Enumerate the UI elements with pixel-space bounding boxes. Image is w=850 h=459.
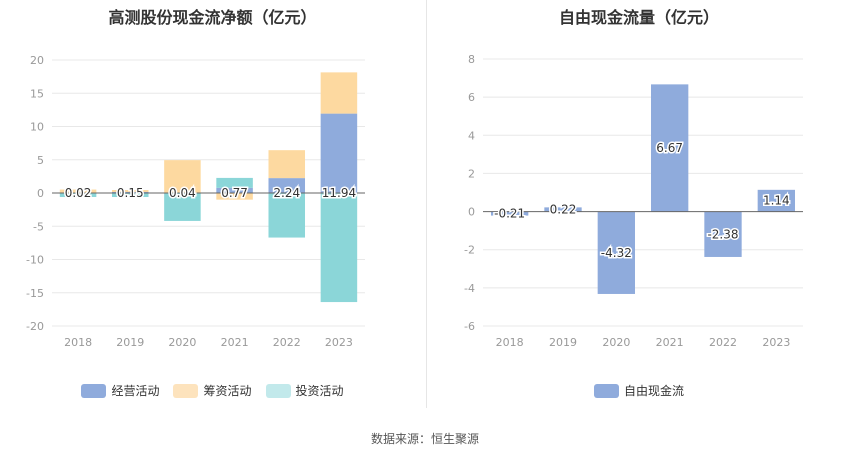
x-tick-label: 2021: [656, 336, 684, 349]
bar-筹资活动-2020: [164, 160, 201, 193]
free-cash-flow-chart-panel: 自由现金流量（亿元） 8 6 4 2 0 -2 -4 -6 2018 2019 2020 2021 20…: [428, 0, 850, 410]
data-label: 0.04: [169, 186, 196, 200]
bar-筹资活动-2023: [320, 72, 358, 114]
x-tick-label: 2022: [273, 336, 301, 349]
panel-divider: [426, 0, 427, 408]
bar-经营活动-2023: [320, 113, 358, 193]
data-label: -4.32: [601, 246, 632, 260]
bar-投资活动-2018: [59, 193, 97, 197]
legend-label: 投资活动: [295, 384, 344, 398]
x-tick-label: 2021: [221, 336, 249, 349]
legend-item-operating[interactable]: 经营活动: [81, 382, 159, 399]
y-tick-label: -6: [464, 320, 475, 333]
chart-legend: 自由现金流: [428, 382, 850, 399]
legend-item-free-cash-flow[interactable]: 自由现金流: [593, 382, 684, 399]
data-label: 1.14: [763, 194, 790, 208]
data-label: 0.02: [65, 186, 92, 200]
legend-swatch: [265, 383, 291, 398]
free-cash-flow-chart-plot: 8 6 4 2 0 -2 -4 -6 2018 2019 2020 2021 2022 2023 -0.21…: [464, 53, 803, 349]
y-tick-label: 15: [30, 87, 44, 100]
legend-swatch: [173, 383, 199, 398]
y-tick-label: -5: [33, 220, 44, 233]
bar-自由现金流-2022: [704, 211, 742, 257]
bar-自由现金流-2021: [651, 84, 689, 212]
bar-自由现金流-2019: [544, 207, 582, 212]
legend-label: 自由现金流: [623, 384, 684, 398]
bar-筹资活动-2022: [268, 150, 306, 179]
bar-自由现金流-2023: [757, 189, 795, 212]
bar-筹资活动-2018: [59, 189, 97, 193]
y-tick-label: 0: [37, 187, 44, 200]
y-tick-label: -20: [26, 320, 44, 333]
y-tick-label: -10: [26, 254, 44, 267]
legend-label: 筹资活动: [203, 384, 252, 398]
x-tick-label: 2023: [325, 336, 353, 349]
data-source: 数据来源：恒生聚源: [370, 432, 479, 446]
y-tick-label: -2: [464, 244, 475, 257]
data-label: -2.38: [707, 227, 738, 241]
legend-item-investing[interactable]: 投资活动: [265, 382, 344, 399]
data-label: 2.24: [273, 186, 300, 200]
x-tick-label: 2019: [116, 336, 144, 349]
x-tick-label: 2020: [602, 336, 630, 349]
data-label: 6.67: [656, 141, 683, 155]
data-label: 11.94: [322, 186, 356, 200]
x-tick-label: 2018: [64, 336, 92, 349]
bar-筹资活动-2021: [216, 193, 253, 200]
bar-自由现金流-2020: [597, 211, 635, 294]
bar-投资活动-2022: [268, 193, 306, 238]
cash-flow-chart-panel: 高测股份现金流净额（亿元） 20 15 10 5 0 -5 -10 -15 -20 2018 201…: [0, 0, 425, 410]
y-tick-label: 5: [37, 154, 44, 167]
bar-经营活动-2022: [268, 178, 306, 193]
legend-label: 经营活动: [111, 384, 160, 398]
y-tick-label: 20: [30, 54, 44, 67]
data-label: 0.22: [550, 202, 577, 216]
data-label: 0.15: [117, 186, 144, 200]
x-tick-label: 2019: [549, 336, 577, 349]
y-tick-label: 4: [468, 129, 475, 142]
chart-legend: 经营活动 筹资活动 投资活动: [0, 382, 425, 399]
x-tick-label: 2023: [762, 336, 790, 349]
bar-投资活动-2023: [320, 193, 358, 303]
y-tick-label: 6: [468, 91, 475, 104]
y-tick-label: -15: [26, 287, 44, 300]
x-tick-label: 2020: [168, 336, 196, 349]
bar-投资活动-2020: [164, 193, 201, 221]
data-label: -0.21: [494, 207, 525, 221]
legend-swatch: [81, 383, 107, 398]
bar-经营活动-2021: [216, 187, 253, 193]
bar-投资活动-2019: [111, 193, 149, 197]
data-label: 0.77: [221, 186, 248, 200]
cash-flow-chart-plot: 20 15 10 5 0 -5 -10 -15 -20 2018 2019 2020 2021 2022 2…: [26, 54, 365, 349]
x-tick-label: 2018: [496, 336, 524, 349]
y-tick-label: 0: [468, 206, 475, 219]
y-tick-label: 2: [468, 167, 475, 180]
bar-投资活动-2021: [216, 177, 253, 188]
bar-自由现金流-2018: [491, 211, 529, 216]
bar-筹资活动-2019: [111, 190, 149, 193]
chart-title: 自由现金流量（亿元）: [558, 8, 719, 27]
y-tick-label: 8: [468, 53, 475, 66]
x-tick-label: 2022: [709, 336, 737, 349]
legend-item-financing[interactable]: 筹资活动: [173, 382, 252, 399]
y-tick-label: 10: [30, 121, 44, 134]
legend-swatch: [593, 383, 619, 398]
y-tick-label: -4: [464, 282, 475, 295]
chart-title: 高测股份现金流净额（亿元）: [108, 8, 317, 27]
